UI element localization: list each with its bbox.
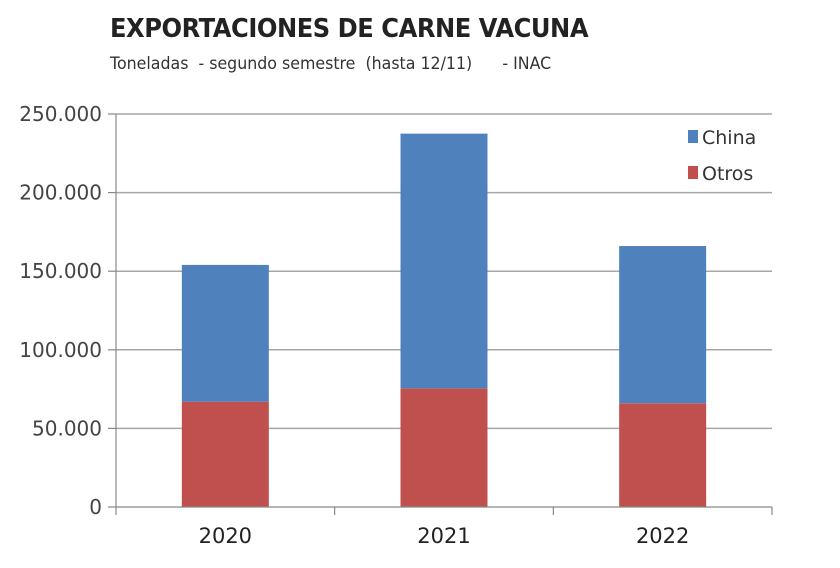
bar-china-2020	[181, 264, 269, 402]
x-tick-label: 2021	[417, 524, 470, 548]
chart-subtitle: Toneladas - segundo semestre (hasta 12/1…	[110, 54, 552, 74]
y-tick-label: 200.000	[19, 181, 102, 205]
legend-label-china: China	[702, 127, 756, 149]
y-tick-label: 0	[89, 495, 102, 519]
legend-label-otros: Otros	[702, 163, 753, 185]
x-tick-label: 2020	[199, 524, 252, 548]
y-tick-label: 100.000	[19, 338, 102, 362]
legend-swatch-china	[688, 130, 698, 143]
bar-otros-2020	[181, 401, 269, 507]
bar-china-2021	[400, 133, 488, 389]
x-tick-label: 2022	[636, 524, 689, 548]
bar-china-2022	[619, 246, 707, 404]
chart-title: EXPORTACIONES DE CARNE VACUNA	[110, 14, 589, 44]
bar-otros-2022	[619, 403, 707, 507]
legend-swatch-otros	[688, 166, 698, 179]
y-tick-label: 150.000	[19, 259, 102, 283]
y-tick-label: 250.000	[19, 102, 102, 126]
bar-otros-2021	[400, 388, 488, 507]
y-tick-label: 50.000	[32, 416, 102, 440]
